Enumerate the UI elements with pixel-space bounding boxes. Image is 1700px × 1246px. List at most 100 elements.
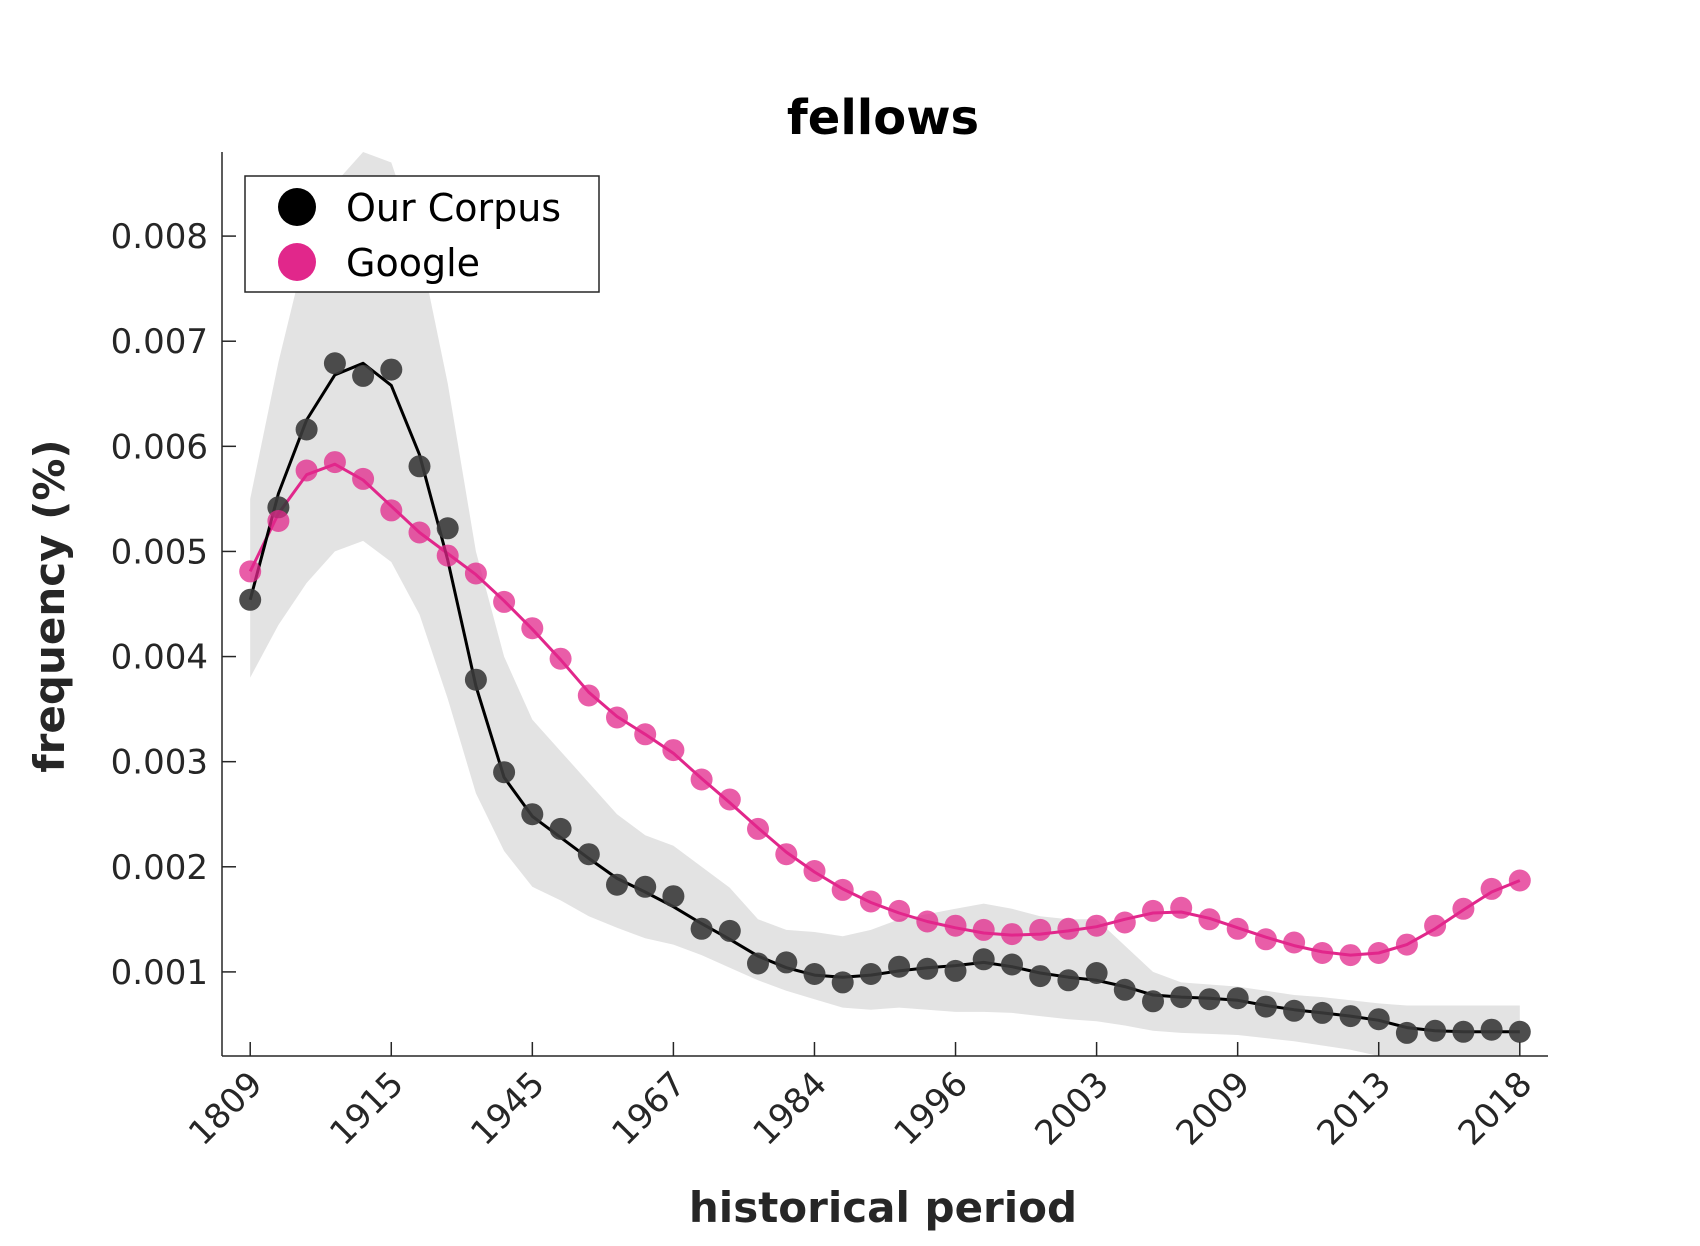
our-corpus-point [803,963,826,985]
google-point [1283,931,1306,954]
y-axis-title: frequency (%) [25,439,74,772]
our-corpus-point [747,952,769,975]
google-point [549,647,572,670]
google-point [1311,942,1334,964]
our-corpus-point [436,517,459,540]
x-tick-label: 2003 [1027,1064,1116,1153]
google-point [1029,918,1052,941]
legend: Our Corpus Google [244,175,600,293]
our-corpus-point [323,352,346,375]
legend-label-our-corpus: Our Corpus [346,186,561,230]
google-point [380,499,403,522]
our-corpus-point [1142,990,1164,1013]
google-point [888,899,911,922]
our-corpus-point [1198,988,1221,1011]
y-tick-label: 0.003 [111,743,208,783]
google-point [239,560,262,583]
our-corpus-point [1283,999,1306,1022]
our-corpus-point [972,948,995,971]
our-corpus-point [831,971,854,994]
our-corpus-point [944,959,967,982]
our-corpus-point [1452,1020,1475,1043]
series-lines-group [248,361,1521,1034]
google-point [831,878,854,901]
google-point [803,860,826,882]
google-point [323,451,346,474]
our-corpus-point [352,364,375,387]
google-point [972,918,995,941]
google-point [1339,944,1362,967]
google-point [1367,942,1390,964]
google-point [662,739,685,762]
x-tick-label: 2009 [1169,1064,1258,1153]
our-corpus-point [634,875,657,898]
google-point [408,521,431,544]
legend-swatch-our-corpus [278,188,316,226]
our-corpus-point [295,418,318,441]
x-tick-label: 1984 [745,1064,834,1153]
our-corpus-point [521,803,544,826]
our-corpus-point [888,955,911,978]
our-corpus-point [1339,1005,1362,1028]
google-point [352,467,375,490]
google-point [1198,908,1221,931]
our-corpus-point [1254,995,1277,1018]
our-corpus-point [1085,962,1108,984]
our-corpus-point [1395,1021,1418,1044]
series-markers-group [239,352,1531,1044]
y-tick-label: 0.006 [111,427,208,467]
google-point [718,788,741,811]
google-point [1057,917,1080,940]
google-line [248,462,1521,957]
our-corpus-point [380,358,403,381]
our-corpus-point [408,455,431,478]
our-corpus-point [1311,1001,1334,1024]
chart-title: fellows [787,90,979,146]
legend-label-google: Google [346,241,480,285]
x-tick-label: 1945 [463,1064,552,1153]
our-corpus-point [1057,969,1080,992]
our-corpus-point [690,917,713,940]
x-tick-label: 1915 [322,1064,411,1153]
google-point [577,684,600,707]
y-tick-label: 0.004 [111,638,208,678]
our-corpus-point [493,761,516,784]
our-corpus-point [775,951,798,974]
our-corpus-point [859,963,882,985]
our-corpus-point [1113,978,1136,1001]
google-point [690,768,713,791]
google-point [493,590,516,613]
google-point [1001,923,1023,946]
our-corpus-point [1226,987,1249,1010]
y-tick-label: 0.001 [111,953,208,993]
axes-group [221,152,1548,1057]
google-point [1226,917,1249,940]
google-point [775,843,798,866]
our-corpus-point [1170,986,1193,1009]
google-point [606,706,628,729]
legend-swatch-google [278,243,316,281]
google-point [464,562,487,585]
our-corpus-point [239,588,262,611]
y-tick-label: 0.007 [111,322,208,362]
google-point [1142,899,1164,922]
google-point [1085,914,1108,937]
google-point [944,914,967,937]
google-point [916,910,939,933]
google-point [747,817,769,840]
google-point [859,890,882,913]
y-tick-label: 0.002 [111,848,208,888]
x-tick-label: 2013 [1310,1064,1399,1153]
google-point [436,544,459,567]
our-corpus-point [464,668,487,691]
our-corpus-point [549,817,572,840]
our-corpus-point [1001,953,1023,976]
google-point [1424,914,1447,937]
our-corpus-point [718,919,741,942]
our-corpus-point [606,873,628,896]
google-point [1113,911,1136,934]
our-corpus-point [1508,1020,1531,1043]
our-corpus-point [1029,965,1052,988]
google-point [521,617,544,640]
google-point [634,723,657,746]
